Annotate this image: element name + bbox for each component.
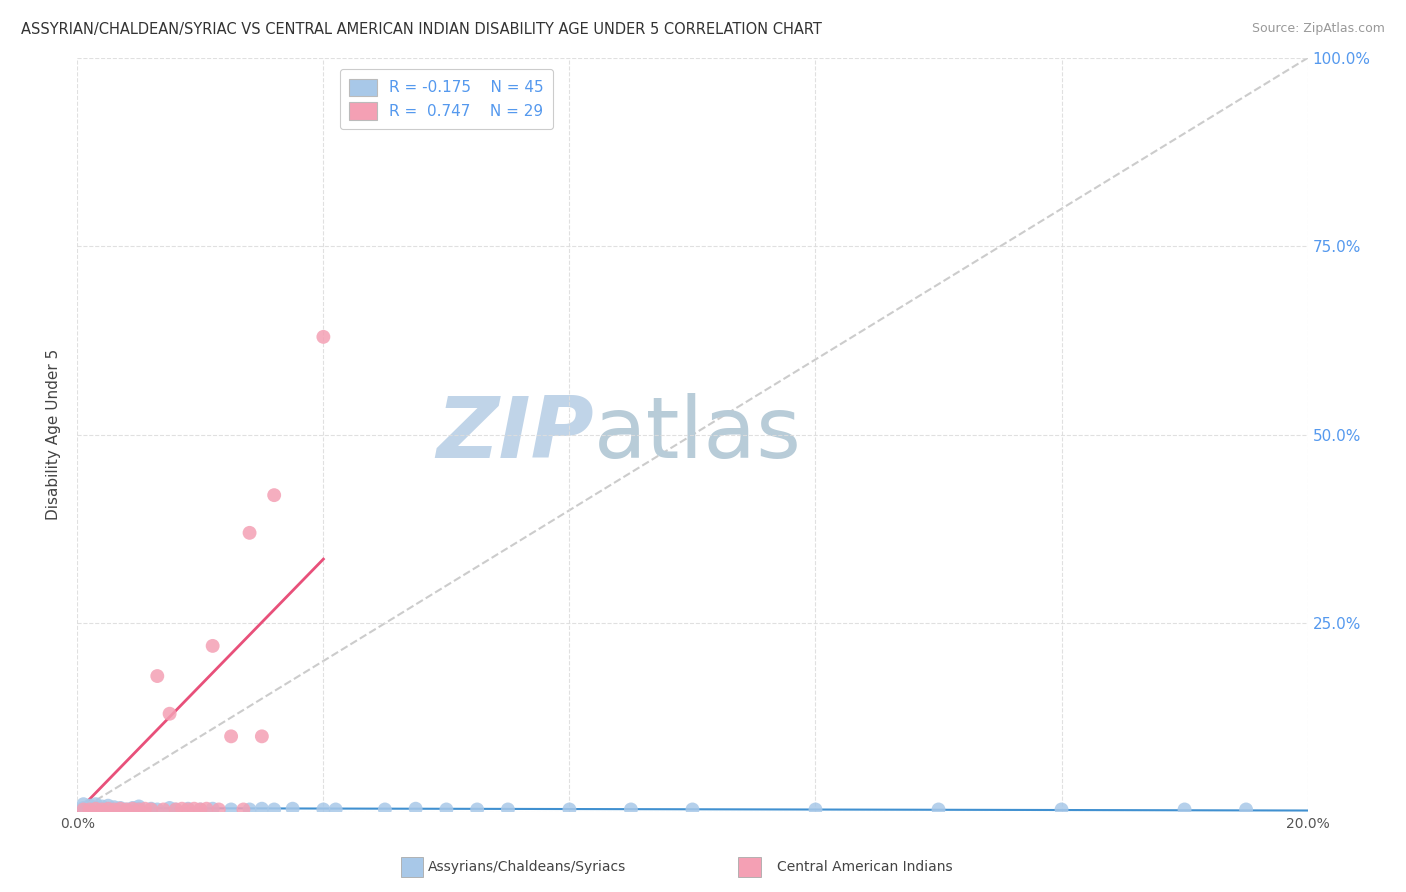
Point xyxy=(281,802,304,816)
Point xyxy=(165,802,187,816)
Point xyxy=(620,802,643,816)
Point xyxy=(208,802,231,816)
Point xyxy=(110,801,132,815)
Point xyxy=(250,802,273,816)
Point xyxy=(405,802,427,816)
Point xyxy=(170,802,193,816)
Point xyxy=(1234,802,1257,816)
Point xyxy=(436,802,458,816)
Point xyxy=(90,802,114,816)
Point xyxy=(115,802,138,816)
FancyBboxPatch shape xyxy=(401,857,423,877)
Point xyxy=(84,797,107,812)
Point xyxy=(146,669,169,683)
Point xyxy=(110,802,132,816)
Point xyxy=(195,802,218,816)
Point xyxy=(72,801,94,815)
Point xyxy=(496,802,519,816)
Point xyxy=(312,330,335,344)
Point xyxy=(682,802,704,816)
Point xyxy=(239,525,262,540)
Text: Source: ZipAtlas.com: Source: ZipAtlas.com xyxy=(1251,22,1385,36)
Text: ZIP: ZIP xyxy=(436,393,595,476)
Text: atlas: atlas xyxy=(595,393,801,476)
Point xyxy=(141,802,163,816)
Point xyxy=(146,802,169,816)
Point xyxy=(374,802,396,816)
Point xyxy=(188,802,212,816)
Point xyxy=(84,800,107,814)
Point xyxy=(103,800,125,814)
Point xyxy=(121,802,143,816)
Point xyxy=(232,802,254,816)
Point xyxy=(134,802,156,816)
Point xyxy=(201,802,224,816)
Point xyxy=(103,802,125,816)
Point xyxy=(465,802,488,816)
Point xyxy=(263,488,285,502)
Point xyxy=(128,799,150,814)
Point xyxy=(79,802,101,816)
Point xyxy=(201,639,224,653)
Text: ASSYRIAN/CHALDEAN/SYRIAC VS CENTRAL AMERICAN INDIAN DISABILITY AGE UNDER 5 CORRE: ASSYRIAN/CHALDEAN/SYRIAC VS CENTRAL AMER… xyxy=(21,22,823,37)
Point xyxy=(1174,802,1197,816)
Point xyxy=(79,802,101,816)
Point xyxy=(79,798,101,813)
Point xyxy=(84,802,107,816)
Text: Central American Indians: Central American Indians xyxy=(778,860,952,874)
Point xyxy=(219,802,242,816)
Point xyxy=(103,802,125,816)
Point xyxy=(84,802,107,816)
Point xyxy=(128,802,150,816)
Point xyxy=(558,802,581,816)
Point xyxy=(115,802,138,816)
Point xyxy=(72,797,94,812)
Point xyxy=(165,802,187,816)
Point xyxy=(177,802,200,816)
Point xyxy=(250,730,273,744)
Point xyxy=(177,802,200,816)
Y-axis label: Disability Age Under 5: Disability Age Under 5 xyxy=(46,350,62,520)
Point xyxy=(804,802,827,816)
FancyBboxPatch shape xyxy=(738,857,761,877)
Point xyxy=(128,802,150,816)
Point xyxy=(121,801,143,815)
Point xyxy=(312,802,335,816)
Point xyxy=(141,802,163,816)
Point xyxy=(1050,802,1073,816)
Point xyxy=(325,802,347,816)
Point xyxy=(183,802,205,816)
Point xyxy=(159,706,181,721)
Point xyxy=(188,802,212,816)
Point xyxy=(263,802,285,816)
Point xyxy=(97,798,120,813)
Point xyxy=(239,802,262,816)
Point xyxy=(97,802,120,816)
Legend: R = -0.175    N = 45, R =  0.747    N = 29: R = -0.175 N = 45, R = 0.747 N = 29 xyxy=(340,70,553,129)
Point xyxy=(97,802,120,816)
Point xyxy=(159,801,181,815)
Point xyxy=(928,802,950,816)
Text: Assyrians/Chaldeans/Syriacs: Assyrians/Chaldeans/Syriacs xyxy=(427,860,627,874)
Point xyxy=(152,802,174,816)
Point xyxy=(90,802,114,816)
Point xyxy=(72,802,94,816)
Point xyxy=(219,730,242,744)
Point xyxy=(90,799,114,814)
